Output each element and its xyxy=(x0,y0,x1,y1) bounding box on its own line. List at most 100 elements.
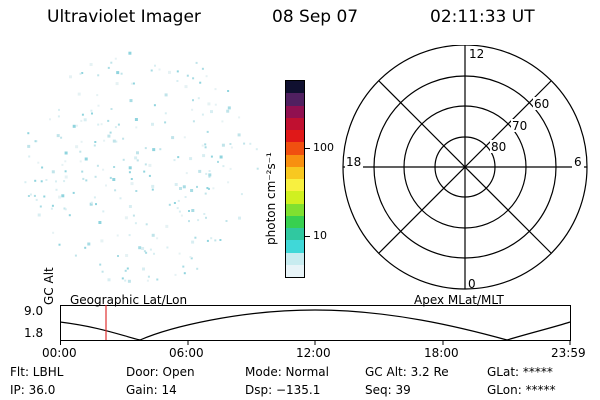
speckle-pixel xyxy=(188,210,190,212)
speckle-pixel xyxy=(128,51,132,55)
speckle-pixel xyxy=(238,216,241,220)
info-door: Door: Open xyxy=(126,365,195,379)
speckle-pixel xyxy=(109,176,112,179)
speckle-pixel xyxy=(79,72,82,75)
speckle-pixel xyxy=(197,219,200,222)
colorbar-band xyxy=(286,105,304,118)
speckle-pixel xyxy=(24,181,27,184)
date-label: 08 Sep 07 xyxy=(272,7,359,27)
speckle-pixel xyxy=(119,197,122,200)
colorbar-band xyxy=(286,142,304,155)
speckle-pixel xyxy=(138,246,142,250)
speckle-pixel xyxy=(89,63,93,66)
speckle-pixel xyxy=(61,163,64,166)
speckle-pixel xyxy=(203,213,206,215)
speckle-pixel xyxy=(165,224,169,228)
speckle-pixel xyxy=(81,170,84,173)
orbit-y-min: 1.8 xyxy=(24,326,44,340)
speckle-pixel xyxy=(134,156,138,160)
speckle-pixel xyxy=(122,158,125,161)
colorbar-band xyxy=(286,203,304,216)
mlt-label-0: 0 xyxy=(468,277,476,291)
speckle-pixel xyxy=(56,134,60,138)
speckle-pixel xyxy=(208,170,211,172)
info-glat: GLat: ***** xyxy=(487,365,553,379)
speckle-pixel xyxy=(101,270,104,273)
speckle-pixel xyxy=(164,112,167,115)
speckle-pixel xyxy=(81,113,84,116)
speckle-pixel xyxy=(81,72,84,74)
colorbar-band xyxy=(286,179,304,192)
speckle-pixel xyxy=(69,75,72,79)
speckle-pixel xyxy=(156,237,159,240)
speckle-pixel xyxy=(221,143,225,147)
speckle-pixel xyxy=(132,214,135,217)
orbit-y-max: 9.0 xyxy=(24,304,44,318)
colorbar-band xyxy=(286,240,304,253)
speckle-pixel xyxy=(227,181,230,184)
mlt-label-12: 12 xyxy=(469,47,484,61)
orbit-y-label: GC Alt xyxy=(42,267,56,305)
speckle-pixel xyxy=(237,133,241,137)
speckle-pixel xyxy=(219,239,222,241)
speckle-pixel xyxy=(201,144,204,147)
speckle-pixel xyxy=(128,234,131,237)
speckle-pixel xyxy=(176,207,179,210)
speckle-pixel xyxy=(191,108,194,111)
speckle-pixel xyxy=(183,136,186,139)
speckle-pixel xyxy=(177,199,180,202)
speckle-pixel xyxy=(97,74,100,77)
speckle-pixel xyxy=(87,242,91,246)
speckle-pixel xyxy=(109,131,112,134)
speckle-pixel xyxy=(116,234,119,237)
speckle-pixel xyxy=(186,74,189,77)
colorbar-tick-100: 100 xyxy=(313,141,334,154)
speckle-pixel xyxy=(41,166,44,169)
info-mode: Mode: Normal xyxy=(245,365,329,379)
speckle-pixel xyxy=(72,124,76,128)
speckle-pixel xyxy=(151,188,154,191)
speckle-pixel xyxy=(142,267,145,271)
time-label: 02:11:33 UT xyxy=(430,7,535,27)
speckle-pixel xyxy=(96,164,99,167)
speckle-pixel xyxy=(146,279,149,282)
speckle-pixel xyxy=(144,163,147,166)
speckle-pixel xyxy=(84,246,87,249)
lat-label-70: 70 xyxy=(512,119,527,133)
speckle-pixel xyxy=(83,118,87,122)
speckle-pixel xyxy=(199,81,202,84)
colorbar-band xyxy=(286,81,304,94)
orbit-right-label: Apex MLat/MLT xyxy=(414,293,504,307)
speckle-pixel xyxy=(97,123,100,126)
uv-speckle-pixels xyxy=(24,51,259,283)
speckle-pixel xyxy=(191,240,195,244)
speckle-pixel xyxy=(127,279,131,283)
speckle-pixel xyxy=(197,97,200,100)
colorbar-unit-label: photon cm⁻²s⁻¹ xyxy=(264,152,278,245)
speckle-pixel xyxy=(128,166,132,170)
speckle-pixel xyxy=(120,72,123,75)
speckle-pixel xyxy=(229,167,232,170)
speckle-pixel xyxy=(58,108,60,111)
speckle-pixel xyxy=(159,148,162,151)
speckle-pixel xyxy=(168,70,171,74)
info-ip: IP: 36.0 xyxy=(10,383,56,397)
speckle-pixel xyxy=(35,198,38,201)
speckle-pixel xyxy=(55,180,57,183)
speckle-pixel xyxy=(27,195,30,197)
speckle-pixel xyxy=(80,140,83,143)
speckle-pixel xyxy=(50,207,53,210)
speckle-pixel xyxy=(143,170,146,173)
orbit-tick-3: 18:00 xyxy=(424,346,459,360)
speckle-pixel xyxy=(79,150,82,153)
speckle-pixel xyxy=(124,279,127,282)
orbit-altitude-curve xyxy=(60,309,571,341)
speckle-pixel xyxy=(103,139,106,142)
orbit-tick-1: 06:00 xyxy=(169,346,204,360)
speckle-pixel xyxy=(156,278,159,281)
speckle-pixel xyxy=(173,202,176,204)
speckle-pixel xyxy=(98,221,102,224)
speckle-pixel xyxy=(191,209,195,212)
orbit-left-label: Geographic Lat/Lon xyxy=(70,293,188,307)
speckle-pixel xyxy=(68,214,71,217)
